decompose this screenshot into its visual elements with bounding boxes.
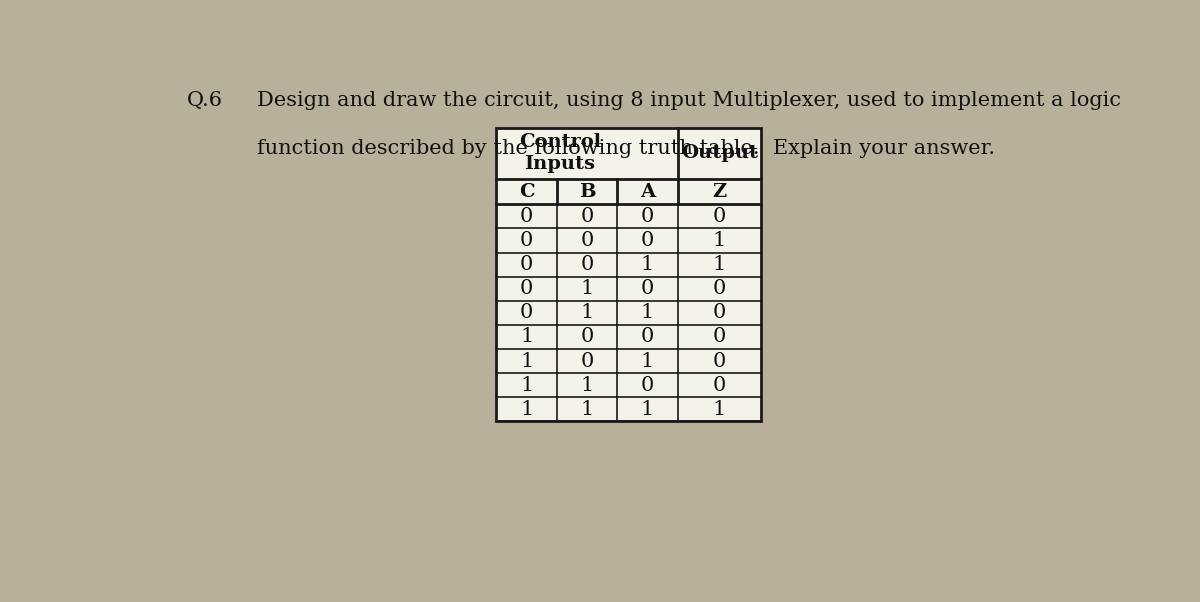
Text: B: B xyxy=(578,182,595,200)
Text: 0: 0 xyxy=(581,231,594,250)
Text: 1: 1 xyxy=(520,376,533,395)
Text: 0: 0 xyxy=(713,303,726,322)
Text: C: C xyxy=(518,182,534,200)
Text: Q.6: Q.6 xyxy=(187,91,223,110)
Text: 0: 0 xyxy=(520,303,533,322)
Text: 1: 1 xyxy=(581,303,594,322)
Text: 1: 1 xyxy=(581,376,594,395)
Text: 0: 0 xyxy=(641,207,654,226)
Text: 0: 0 xyxy=(713,327,726,346)
Text: 1: 1 xyxy=(641,400,654,419)
Text: 0: 0 xyxy=(641,376,654,395)
Text: 1: 1 xyxy=(641,255,654,274)
Text: 0: 0 xyxy=(520,231,533,250)
Text: 1: 1 xyxy=(581,400,594,419)
Text: 0: 0 xyxy=(641,279,654,298)
Text: 0: 0 xyxy=(581,327,594,346)
Text: 0: 0 xyxy=(641,231,654,250)
Text: Output: Output xyxy=(682,144,758,163)
Text: 1: 1 xyxy=(713,255,726,274)
Text: Control
Inputs: Control Inputs xyxy=(518,133,601,173)
Text: Design and draw the circuit, using 8 input Multiplexer, used to implement a logi: Design and draw the circuit, using 8 inp… xyxy=(257,91,1121,110)
Text: 0: 0 xyxy=(581,352,594,370)
Text: 0: 0 xyxy=(581,255,594,274)
Text: 0: 0 xyxy=(713,352,726,370)
Bar xyxy=(497,128,762,421)
Text: 1: 1 xyxy=(713,400,726,419)
Text: 1: 1 xyxy=(520,400,533,419)
Text: function described by the following truth table.  Explain your answer.: function described by the following trut… xyxy=(257,140,995,158)
Text: Z: Z xyxy=(713,182,727,200)
Text: 0: 0 xyxy=(641,327,654,346)
Text: 1: 1 xyxy=(641,303,654,322)
Text: 0: 0 xyxy=(520,255,533,274)
Text: 0: 0 xyxy=(713,376,726,395)
Text: 0: 0 xyxy=(520,207,533,226)
Text: 1: 1 xyxy=(520,327,533,346)
Text: 1: 1 xyxy=(713,231,726,250)
Text: 0: 0 xyxy=(713,207,726,226)
Text: 0: 0 xyxy=(520,279,533,298)
Text: 1: 1 xyxy=(641,352,654,370)
Text: 0: 0 xyxy=(713,279,726,298)
Text: 0: 0 xyxy=(581,207,594,226)
Text: 1: 1 xyxy=(581,279,594,298)
Text: 1: 1 xyxy=(520,352,533,370)
Text: A: A xyxy=(640,182,655,200)
